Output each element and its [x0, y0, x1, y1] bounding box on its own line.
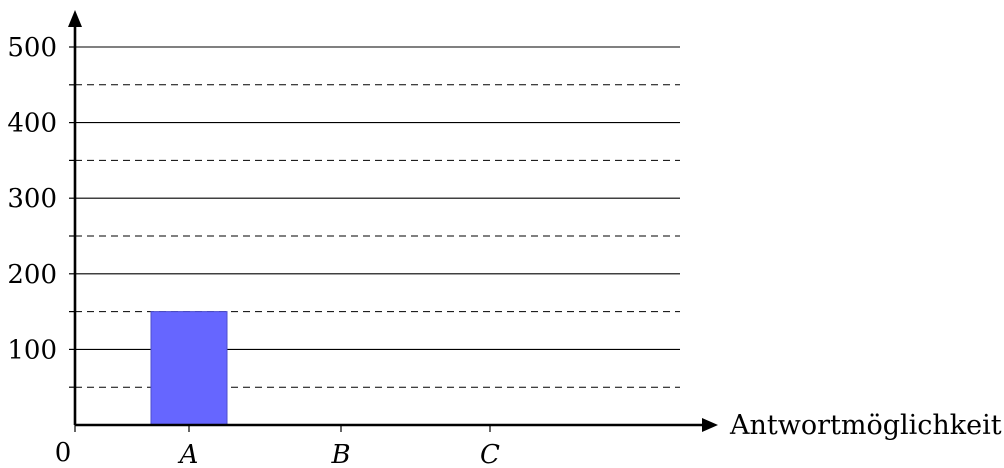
- origin-label: 0: [55, 438, 72, 468]
- y-axis-arrow-icon: [68, 10, 82, 27]
- bar-A: [150, 311, 228, 426]
- y-tick-label: 500: [7, 33, 57, 63]
- y-tick-label: 300: [7, 184, 57, 214]
- y-tick-label: 100: [7, 335, 57, 365]
- x-axis-arrow-icon: [702, 418, 718, 432]
- ticks: [69, 46, 491, 432]
- y-tick-label: 400: [7, 109, 57, 139]
- x-tick-label: B: [330, 440, 350, 468]
- axes: [68, 10, 718, 432]
- x-axis-title: Antwortmöglichkeit: [729, 410, 1002, 441]
- labels: 0 Antwortmöglichkeit 100 200 300 400 500 A B C: [7, 33, 1001, 468]
- bars: [150, 311, 228, 426]
- y-tick-label: 200: [7, 260, 57, 290]
- x-tick-label: C: [480, 440, 500, 468]
- x-tick-label: A: [178, 440, 199, 468]
